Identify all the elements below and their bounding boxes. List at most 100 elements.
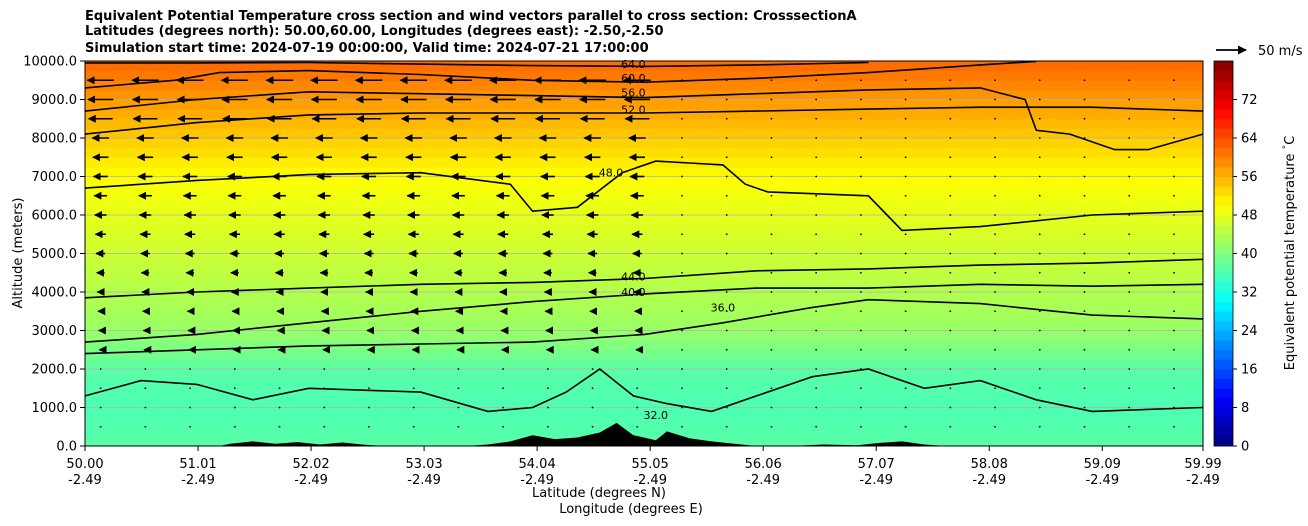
field-band [85, 243, 1203, 254]
wind-vector [681, 117, 683, 120]
wind-vector [1038, 175, 1041, 178]
wind-vector [994, 98, 996, 101]
wind-vector [725, 310, 728, 313]
wind-vector [770, 117, 773, 120]
wind-vector [1038, 214, 1041, 216]
wind-vector [189, 406, 191, 409]
wind-vector [144, 387, 147, 390]
wind-vector [1173, 406, 1175, 409]
y-tick-label: 10000.0 [23, 55, 77, 70]
chart-title-line-3: Simulation start time: 2024-07-19 00:00:… [85, 41, 649, 56]
colorbar-step [1214, 320, 1233, 331]
wind-vector [681, 425, 683, 428]
wind-vector [815, 194, 818, 197]
colorbar-tick-label: 24 [1241, 324, 1258, 339]
wind-vector [770, 252, 773, 255]
wind-vector [994, 271, 996, 274]
contour-32.0 [85, 368, 1203, 413]
wind-vector [1083, 425, 1086, 428]
field-band [85, 89, 1203, 100]
wind-vector [770, 329, 773, 332]
wind-vector [1038, 387, 1041, 390]
wind-vector [770, 406, 773, 409]
colorbar: 0 8 16 24 32 40 48 56 64 72 [1213, 60, 1258, 455]
colorbar-label: Equivalent potential temperature °C [1282, 136, 1298, 370]
field-band [85, 205, 1203, 216]
field-band [85, 397, 1203, 408]
wind-vector [1083, 271, 1086, 274]
wind-vector [725, 194, 728, 197]
wind-vector [815, 137, 818, 139]
wind-vector [949, 348, 952, 351]
wind-vector [546, 406, 549, 409]
contour-36.0 [85, 298, 1203, 355]
wind-vector [904, 271, 907, 274]
wind-vector [904, 291, 907, 293]
wind-vector [949, 214, 952, 216]
field-band [85, 234, 1203, 245]
wind-vector [1038, 79, 1041, 82]
contour-40.0 [85, 283, 1203, 343]
colorbar-step [1214, 195, 1233, 206]
wind-vectors [86, 76, 1175, 428]
wind-vector [815, 329, 818, 332]
wind-vector [99, 387, 102, 390]
wind-vector [859, 425, 862, 428]
wind-vector [1038, 271, 1041, 274]
wind-vector [1083, 117, 1086, 120]
field-band [85, 109, 1203, 120]
wind-vector [1038, 406, 1041, 409]
wind-vector [1083, 310, 1086, 313]
wind-vector [815, 310, 818, 313]
contour-label: 44.0 [621, 270, 646, 283]
colorbar-step [1214, 118, 1233, 129]
wind-vector [725, 117, 728, 120]
wind-vector [1173, 271, 1175, 274]
wind-vector [457, 387, 460, 390]
wind-vector [904, 368, 907, 370]
colorbar-step [1214, 378, 1233, 389]
wind-vector [725, 214, 728, 216]
wind-vector [1173, 194, 1175, 197]
wind-vector [278, 406, 281, 409]
colorbar-step [1214, 436, 1233, 447]
wind-vector [1128, 117, 1131, 120]
wind-vector [859, 387, 862, 390]
wind-vector [994, 387, 996, 390]
wind-vector [502, 387, 505, 390]
wind-vector [1083, 214, 1086, 216]
wind-vector [859, 329, 862, 332]
wind-vector [815, 271, 818, 274]
contour-44.0 [85, 258, 1203, 299]
x-tick-label-lon: -2.49 [746, 473, 780, 488]
wind-vector [994, 348, 996, 351]
wind-vector [1128, 329, 1131, 332]
field-band [85, 176, 1203, 187]
colorbar-step [1214, 138, 1233, 149]
colorbar-step [1214, 369, 1233, 380]
colorbar-step [1214, 70, 1233, 81]
field-band [85, 301, 1203, 312]
wind-vector [904, 348, 907, 351]
colorbar-step [1214, 301, 1233, 312]
wind-vector [681, 175, 683, 178]
wind-vector [1038, 137, 1041, 139]
field-band [85, 186, 1203, 197]
field-band [85, 118, 1203, 129]
wind-vector [994, 406, 996, 409]
wind-vector [725, 271, 728, 274]
wind-vector [546, 425, 549, 428]
colorbar-step [1214, 359, 1233, 370]
temperature-field [85, 61, 1203, 446]
wind-vector [859, 98, 862, 101]
wind-vector [994, 117, 996, 120]
contour-label: 48.0 [599, 167, 624, 180]
field-band [85, 224, 1203, 235]
colorbar-tick-label: 64 [1241, 132, 1258, 147]
wind-vector [994, 79, 996, 82]
wind-vector [725, 348, 728, 351]
colorbar-step [1214, 388, 1233, 399]
wind-vector [1128, 98, 1131, 101]
field-band [85, 157, 1203, 168]
wind-vector [994, 194, 996, 197]
